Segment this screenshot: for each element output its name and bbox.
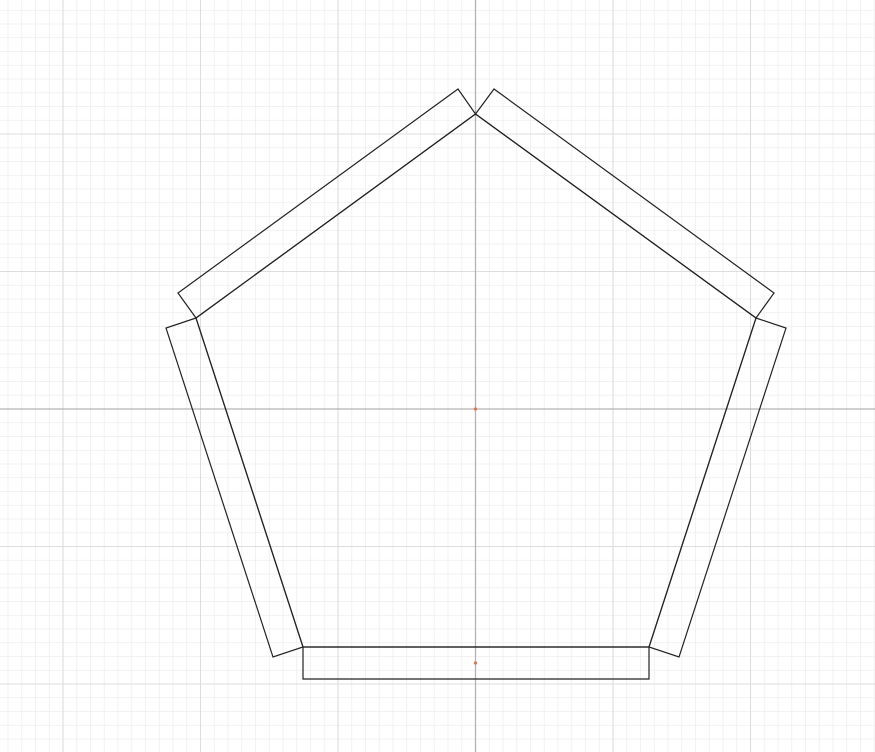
side-panel-right[interactable] [648,317,787,658]
origin-markers [473,407,478,665]
side-panel-top-right[interactable] [474,88,775,319]
origin-point-marker [473,407,478,411]
side-panel-top-left[interactable] [177,88,477,319]
side-panel-bottom[interactable] [302,646,650,680]
side-panel-left[interactable] [165,317,304,658]
sketch-geometry[interactable] [165,88,787,680]
bottom-midpoint-marker [473,661,478,665]
